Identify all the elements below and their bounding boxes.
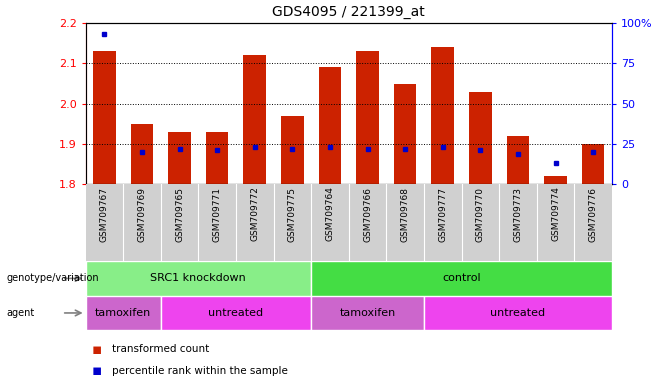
- Text: GSM709774: GSM709774: [551, 187, 560, 242]
- Bar: [161, 296, 311, 330]
- Text: genotype/variation: genotype/variation: [7, 273, 99, 283]
- Bar: [318, 68, 342, 184]
- Bar: [243, 55, 266, 184]
- Text: ▪: ▪: [92, 341, 103, 357]
- Bar: [311, 296, 424, 330]
- Text: tamoxifen: tamoxifen: [340, 308, 395, 318]
- Text: agent: agent: [7, 308, 35, 318]
- Text: untreated: untreated: [209, 308, 263, 318]
- Text: transformed count: transformed count: [112, 344, 209, 354]
- Bar: [168, 132, 191, 184]
- Bar: [582, 144, 605, 184]
- Bar: [356, 51, 379, 184]
- Text: GSM709773: GSM709773: [513, 187, 522, 242]
- Bar: [469, 92, 492, 184]
- Text: SRC1 knockdown: SRC1 knockdown: [151, 273, 246, 283]
- Text: GSM709771: GSM709771: [213, 187, 222, 242]
- Bar: [544, 176, 567, 184]
- Text: percentile rank within the sample: percentile rank within the sample: [112, 366, 288, 376]
- Text: GSM709765: GSM709765: [175, 187, 184, 242]
- Text: GSM709764: GSM709764: [326, 187, 334, 242]
- Text: GSM709767: GSM709767: [100, 187, 109, 242]
- Text: GSM709768: GSM709768: [401, 187, 410, 242]
- Text: ▪: ▪: [92, 363, 103, 378]
- Text: untreated: untreated: [490, 308, 545, 318]
- Bar: [394, 84, 417, 184]
- Bar: [432, 47, 454, 184]
- Bar: [93, 51, 116, 184]
- Text: GSM709772: GSM709772: [250, 187, 259, 242]
- Bar: [507, 136, 529, 184]
- Bar: [131, 124, 153, 184]
- Text: GSM709775: GSM709775: [288, 187, 297, 242]
- Title: GDS4095 / 221399_at: GDS4095 / 221399_at: [272, 5, 425, 19]
- Text: tamoxifen: tamoxifen: [95, 308, 151, 318]
- Bar: [86, 261, 311, 296]
- Bar: [206, 132, 228, 184]
- Text: GSM709777: GSM709777: [438, 187, 447, 242]
- Text: GSM709766: GSM709766: [363, 187, 372, 242]
- Text: control: control: [442, 273, 481, 283]
- Text: GSM709776: GSM709776: [589, 187, 597, 242]
- Bar: [311, 261, 612, 296]
- Bar: [424, 296, 612, 330]
- Bar: [281, 116, 303, 184]
- Text: GSM709770: GSM709770: [476, 187, 485, 242]
- Bar: [86, 296, 161, 330]
- Text: GSM709769: GSM709769: [138, 187, 147, 242]
